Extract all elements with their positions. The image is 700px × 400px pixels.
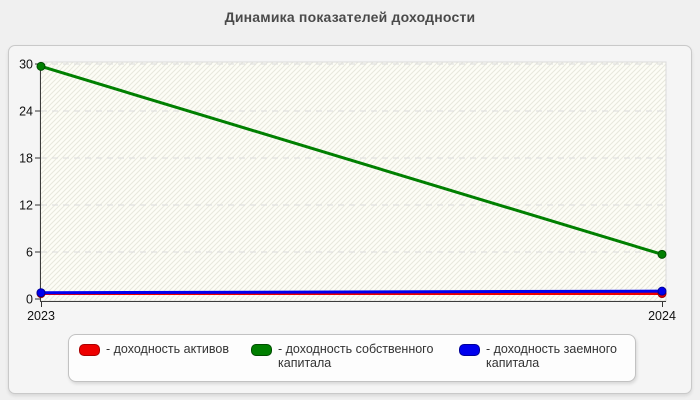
chart-title: Динамика показателей доходности xyxy=(224,9,476,25)
data-point xyxy=(36,61,46,71)
legend-item-debt: - доходность заемного капитала xyxy=(459,342,635,371)
legend-swatch-debt-icon xyxy=(459,344,480,356)
y-tick-label: 0 xyxy=(26,293,33,307)
y-tick-label: 30 xyxy=(19,58,33,72)
data-point xyxy=(657,286,667,296)
legend-swatch-assets-icon xyxy=(79,344,100,356)
legend-label-assets: - доходность активов xyxy=(106,342,229,356)
legend-swatch-equity-icon xyxy=(251,344,272,356)
series-line xyxy=(40,289,663,295)
data-point xyxy=(657,249,667,259)
legend-item-equity: - доходность собственного капитала xyxy=(251,342,453,371)
series-line xyxy=(40,64,663,256)
y-tick-label: 18 xyxy=(19,152,33,166)
legend-label-debt: - доходность заемного капитала xyxy=(486,342,617,371)
legend-item-assets: - доходность активов xyxy=(79,342,229,356)
y-tick-label: 12 xyxy=(19,199,33,213)
y-tick-label: 6 xyxy=(26,246,33,260)
x-tick-label: 2023 xyxy=(27,309,55,323)
data-point xyxy=(36,288,46,298)
y-tick-label: 24 xyxy=(19,105,33,119)
legend: - доходность активов - доходность собств… xyxy=(68,334,636,382)
legend-label-equity: - доходность собственного капитала xyxy=(278,342,434,371)
plot-area xyxy=(39,61,667,302)
chart-plot: 0 6 12 18 24 30 2023 2024 xyxy=(19,58,676,324)
x-tick-label: 2024 xyxy=(648,309,676,323)
